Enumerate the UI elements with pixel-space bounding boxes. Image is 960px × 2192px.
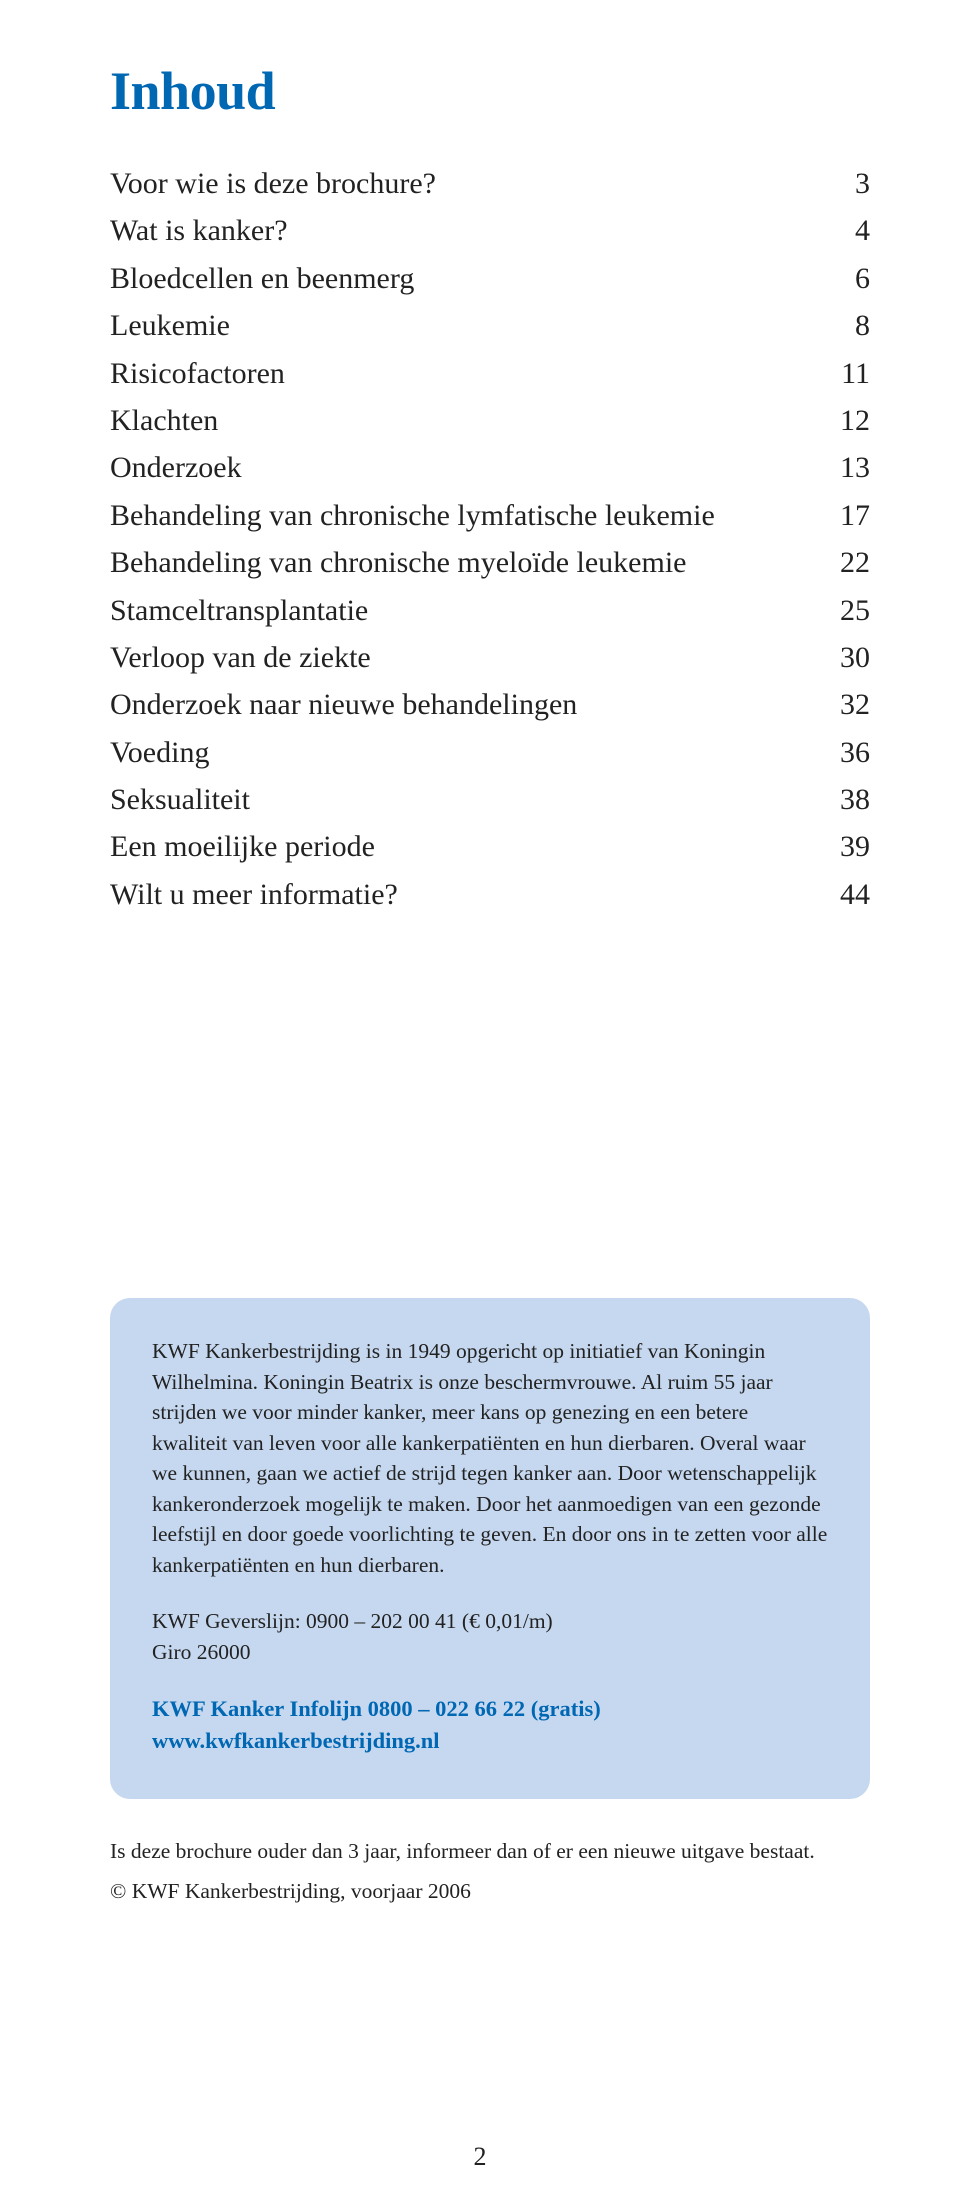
toc-page: 17 xyxy=(800,492,870,539)
page-title: Inhoud xyxy=(110,60,870,122)
toc-row: Risicofactoren11 xyxy=(110,350,870,397)
toc-page: 8 xyxy=(800,302,870,349)
toc-row: Wilt u meer informatie?44 xyxy=(110,871,870,918)
toc-row: Een moeilijke periode39 xyxy=(110,823,870,870)
footer: Is deze brochure ouder dan 3 jaar, infor… xyxy=(110,1835,870,1908)
toc-page: 13 xyxy=(800,444,870,491)
toc-row: Behandeling van chronische myeloïde leuk… xyxy=(110,539,870,586)
toc-page: 32 xyxy=(800,681,870,728)
toc-row: Verloop van de ziekte30 xyxy=(110,634,870,681)
toc-label: Risicofactoren xyxy=(110,350,800,397)
toc-label: Wilt u meer informatie? xyxy=(110,871,800,918)
toc-row: Voor wie is deze brochure?3 xyxy=(110,160,870,207)
toc-page: 11 xyxy=(800,350,870,397)
footer-copyright: © KWF Kankerbestrijding, voorjaar 2006 xyxy=(110,1875,870,1908)
toc-label: Behandeling van chronische myeloïde leuk… xyxy=(110,539,800,586)
toc-page: 39 xyxy=(800,823,870,870)
page-number: 2 xyxy=(0,2142,960,2172)
toc-label: Voor wie is deze brochure? xyxy=(110,160,800,207)
toc-row: Onderzoek naar nieuwe behandelingen32 xyxy=(110,681,870,728)
toc-page: 38 xyxy=(800,776,870,823)
infobox-geverslijn: KWF Geverslijn: 0900 – 202 00 41 (€ 0,01… xyxy=(152,1606,828,1637)
toc-page: 25 xyxy=(800,587,870,634)
toc-row: Bloedcellen en beenmerg6 xyxy=(110,255,870,302)
toc-row: Stamceltransplantatie25 xyxy=(110,587,870,634)
toc-page: 4 xyxy=(800,207,870,254)
infobox-website: www.kwfkankerbestrijding.nl xyxy=(152,1725,828,1757)
footer-check-age: Is deze brochure ouder dan 3 jaar, infor… xyxy=(110,1835,870,1868)
toc-label: Wat is kanker? xyxy=(110,207,800,254)
toc-label: Verloop van de ziekte xyxy=(110,634,800,681)
toc-page: 22 xyxy=(800,539,870,586)
toc-row: Seksualiteit38 xyxy=(110,776,870,823)
table-of-contents: Voor wie is deze brochure?3 Wat is kanke… xyxy=(110,160,870,918)
toc-label: Voeding xyxy=(110,729,800,776)
toc-row: Wat is kanker?4 xyxy=(110,207,870,254)
toc-label: Klachten xyxy=(110,397,800,444)
toc-page: 12 xyxy=(800,397,870,444)
toc-label: Leukemie xyxy=(110,302,800,349)
toc-label: Onderzoek xyxy=(110,444,800,491)
toc-label: Een moeilijke periode xyxy=(110,823,800,870)
infobox-infolijn: KWF Kanker Infolijn 0800 – 022 66 22 (gr… xyxy=(152,1693,828,1725)
toc-label: Bloedcellen en beenmerg xyxy=(110,255,800,302)
toc-label: Seksualiteit xyxy=(110,776,800,823)
infobox-paragraph: KWF Kankerbestrijding is in 1949 opgeric… xyxy=(152,1336,828,1580)
info-box: KWF Kankerbestrijding is in 1949 opgeric… xyxy=(110,1298,870,1799)
toc-page: 36 xyxy=(800,729,870,776)
toc-row: Leukemie8 xyxy=(110,302,870,349)
infobox-giro: Giro 26000 xyxy=(152,1637,828,1668)
toc-row: Behandeling van chronische lymfatische l… xyxy=(110,492,870,539)
toc-label: Stamceltransplantatie xyxy=(110,587,800,634)
toc-page: 3 xyxy=(800,160,870,207)
toc-label: Onderzoek naar nieuwe behandelingen xyxy=(110,681,800,728)
toc-label: Behandeling van chronische lymfatische l… xyxy=(110,492,800,539)
toc-row: Voeding36 xyxy=(110,729,870,776)
toc-page: 6 xyxy=(800,255,870,302)
toc-row: Onderzoek13 xyxy=(110,444,870,491)
toc-page: 30 xyxy=(800,634,870,681)
toc-row: Klachten12 xyxy=(110,397,870,444)
toc-page: 44 xyxy=(800,871,870,918)
